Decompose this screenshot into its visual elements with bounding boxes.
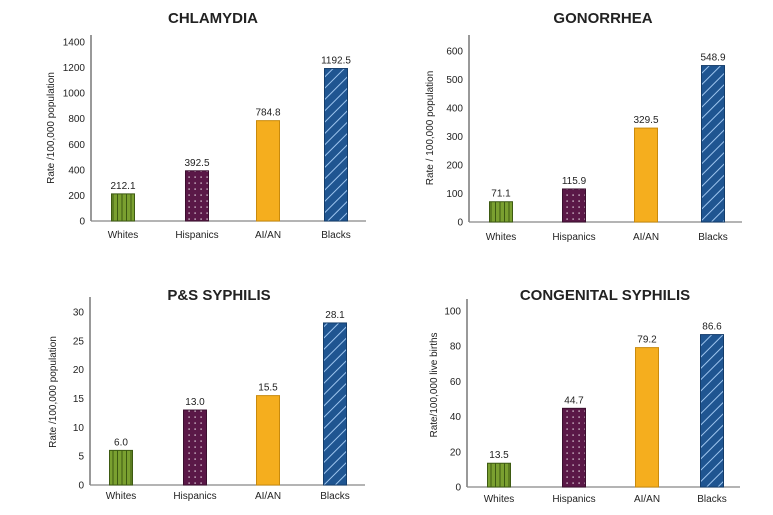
y-tick-label: 400 [68,165,85,176]
bar-value-label: 784.8 [255,108,280,119]
bar-whites [489,201,513,223]
y-tick-label: 20 [73,365,85,376]
y-tick-label: 5 [78,452,84,463]
bar-value-label: 79.2 [637,335,657,346]
y-tick-label: 40 [450,412,462,423]
y-tick-label: 1200 [63,63,86,74]
bar-value-label: 1192.5 [321,56,351,67]
x-tick-label: AI/AN [255,491,281,502]
y-axis-label: Rate / 100,000 population [425,71,436,186]
y-tick-label: 0 [78,481,84,492]
bar-value-label: 212.1 [110,181,135,192]
y-tick-label: 10 [73,423,85,434]
x-tick-label: AI/AN [633,232,659,243]
bar-value-label: 71.1 [491,189,511,200]
y-tick-label: 500 [446,75,463,86]
bar-blacks [324,68,348,222]
bar-value-label: 13.0 [185,397,205,408]
y-tick-label: 200 [446,161,463,172]
y-tick-label: 600 [446,47,463,58]
y-axis-label: Rate /100,000 population [46,72,57,184]
chlamydia-chart: CHLAMYDIA Rate /100,000 population 0 200 4… [46,10,366,241]
y-tick-label: 100 [444,307,461,318]
y-tick-label: 25 [73,336,85,347]
bar-hispanics [183,409,207,486]
y-tick-label: 0 [455,483,461,494]
x-tick-label: Hispanics [173,491,216,502]
x-tick-label: Whites [484,494,515,505]
x-tick-label: Hispanics [552,232,595,243]
bar-value-label: 13.5 [489,450,509,461]
y-tick-label: 800 [68,114,85,125]
y-tick-label: 1000 [63,89,86,100]
bar-value-label: 115.9 [562,176,587,187]
gonorrhea-chart: GONORRHEA Rate / 100,000 population 0 100… [425,10,742,243]
y-tick-label: 60 [450,377,462,388]
bar-value-label: 329.5 [633,115,658,126]
bar-whites [111,193,135,222]
bar-blacks [700,334,724,488]
chart-title: GONORRHEA [553,10,652,27]
y-tick-label: 15 [73,394,85,405]
y-tick-label: 400 [446,104,463,115]
y-tick-label: 80 [450,342,462,353]
y-axis-label: Rate /100,000 population [48,336,59,448]
x-tick-label: Blacks [321,230,350,241]
x-tick-label: Whites [108,230,139,241]
bar-whites [487,462,511,488]
y-tick-label: 30 [73,308,85,319]
x-tick-label: Whites [106,491,137,502]
y-tick-label: 100 [446,189,463,200]
x-tick-label: Blacks [320,491,349,502]
bar-aian [256,395,280,486]
y-axis-label: Rate/100,000 live births [429,332,440,437]
bar-aian [256,120,280,222]
x-tick-label: Hispanics [175,230,218,241]
bar-aian [635,347,659,488]
chart-title: CONGENITAL SYPHILIS [520,287,690,304]
x-tick-label: Blacks [697,494,726,505]
bar-blacks [323,322,347,486]
bar-blacks [701,65,725,223]
bar-value-label: 6.0 [114,437,128,448]
congenital-syphilis-chart: CONGENITAL SYPHILIS Rate/100,000 live bi… [429,287,740,505]
x-tick-label: Blacks [698,232,727,243]
bar-value-label: 15.5 [258,383,278,394]
bar-value-label: 392.5 [184,158,209,169]
bar-value-label: 28.1 [325,310,345,321]
bar-value-label: 86.6 [702,322,722,333]
x-tick-label: AI/AN [634,494,660,505]
y-tick-label: 0 [79,217,85,228]
y-tick-label: 0 [457,218,463,229]
y-tick-label: 300 [446,132,463,143]
chart-title: P&S SYPHILIS [167,287,270,304]
y-tick-label: 20 [450,447,462,458]
bar-hispanics [562,407,586,488]
x-tick-label: AI/AN [255,230,281,241]
y-tick-label: 600 [68,140,85,151]
chart-title: CHLAMYDIA [168,10,258,27]
bar-value-label: 44.7 [564,395,584,406]
y-tick-label: 1400 [63,38,86,49]
bar-hispanics [185,170,209,222]
bar-aian [634,127,658,223]
bar-hispanics [562,188,586,223]
bar-value-label: 548.9 [700,53,725,64]
x-tick-label: Whites [486,232,517,243]
y-tick-label: 200 [68,191,85,202]
x-tick-label: Hispanics [552,494,595,505]
ps-syphilis-chart: P&S SYPHILIS Rate /100,000 population 0 5… [48,287,365,502]
bar-whites [109,449,133,486]
